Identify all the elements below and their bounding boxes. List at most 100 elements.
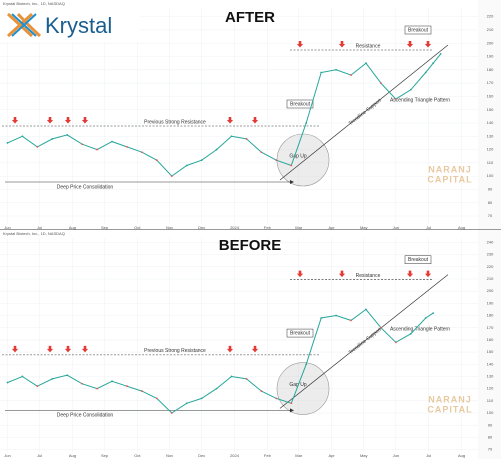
- price-point: [305, 363, 308, 366]
- price-point: [335, 68, 337, 71]
- red-arrow: [81, 117, 89, 124]
- price-point: [290, 402, 293, 405]
- brand-name: Krystal: [45, 13, 112, 38]
- y-tick-label: 220: [487, 264, 494, 269]
- y-tick-label: 100: [487, 410, 494, 415]
- x-tick-label: Feb: [264, 225, 272, 230]
- price-point: [141, 390, 143, 392]
- logo-mark: [6, 12, 42, 38]
- price-point: [432, 312, 435, 315]
- price-point: [185, 402, 188, 405]
- price-point: [126, 146, 128, 148]
- x-tick-label: Jun: [4, 453, 10, 458]
- trendline: [279, 274, 449, 409]
- y-tick-label: 170: [487, 80, 494, 85]
- price-point: [394, 341, 397, 344]
- x-tick-label: 2024: [230, 225, 240, 230]
- x-tick-label: Apr: [328, 225, 335, 230]
- x-tick-label: Oct: [134, 453, 141, 458]
- price-point: [335, 314, 337, 317]
- resistance-label: Resistance: [356, 273, 381, 279]
- previous-resistance-label: Previous Strong Resistance: [144, 348, 206, 354]
- price-point: [409, 88, 412, 91]
- axis-panel: [478, 0, 501, 229]
- y-tick-label: 100: [487, 173, 494, 178]
- pattern-label: Ascending Triangle Pattern: [390, 326, 450, 332]
- y-tick-label: 210: [487, 276, 494, 281]
- gap-circle: [276, 362, 330, 415]
- price-point: [170, 412, 173, 414]
- chart-header: Krystal Biotech, Inc., 1D, NASDAQ: [3, 1, 65, 6]
- x-tick-label: Jul: [426, 453, 431, 458]
- red-arrow: [81, 345, 89, 353]
- price-point: [320, 317, 323, 319]
- y-tick-label: 160: [487, 337, 494, 342]
- price-point: [66, 134, 69, 136]
- y-tick-label: 120: [487, 147, 494, 152]
- pattern-label: Ascending Triangle Pattern: [390, 97, 450, 103]
- price-point: [409, 332, 412, 335]
- gap-label: Gap Up: [289, 153, 306, 159]
- red-arrow: [338, 41, 346, 48]
- y-tick-label: 130: [487, 133, 494, 138]
- x-tick-label: Aug: [69, 225, 76, 230]
- breakout-label: Breakout: [290, 330, 311, 336]
- y-tick-label: 110: [487, 398, 494, 403]
- x-tick-label: May: [360, 225, 368, 230]
- price-point: [424, 317, 427, 319]
- y-tick-label: 220: [487, 14, 494, 19]
- breakout-label: Breakout: [290, 101, 311, 107]
- x-tick-label: Sep: [101, 225, 109, 230]
- y-tick-label: 150: [487, 107, 494, 112]
- chart-title: BEFORE: [219, 237, 282, 254]
- red-arrow: [296, 41, 304, 48]
- price-point: [36, 146, 39, 148]
- y-tick-label: 200: [487, 288, 494, 293]
- x-tick-label: Aug: [458, 225, 465, 230]
- y-tick-label: 90: [488, 422, 493, 427]
- red-arrow: [424, 270, 432, 278]
- x-tick-label: 2024: [230, 453, 240, 458]
- y-tick-label: 80: [488, 200, 493, 205]
- price-point: [380, 82, 382, 85]
- x-tick-label: Dec: [198, 225, 205, 230]
- x-tick-label: Nov: [166, 225, 173, 230]
- x-tick-label: Dec: [198, 453, 205, 458]
- price-point: [260, 390, 263, 392]
- brand-logo: Krystal: [0, 8, 140, 42]
- trendline: [279, 44, 449, 181]
- x-tick-label: Jul: [426, 225, 431, 230]
- price-point: [155, 397, 158, 400]
- y-tick-label: 230: [487, 252, 494, 257]
- price-point: [380, 326, 382, 329]
- chart-header: Krystal Biotech, Inc., 1D, NASDAQ: [3, 231, 65, 236]
- y-tick-label: 180: [487, 67, 494, 72]
- price-point: [394, 98, 397, 100]
- y-tick-label: 150: [487, 349, 494, 354]
- chart-title: AFTER: [225, 9, 275, 26]
- y-tick-label: 130: [487, 374, 494, 379]
- price-point: [439, 52, 442, 55]
- price-point: [155, 159, 158, 162]
- x-tick-label: Mar: [295, 225, 303, 230]
- price-point: [96, 387, 98, 390]
- red-arrow: [226, 117, 234, 124]
- x-tick-label: Jun: [393, 225, 399, 230]
- price-point: [141, 151, 143, 154]
- red-arrow: [406, 41, 414, 48]
- red-arrow: [251, 117, 259, 124]
- y-tick-label: 140: [487, 361, 494, 366]
- logo-mark: [11, 13, 37, 37]
- price-point: [21, 375, 24, 378]
- x-tick-label: Jul: [37, 225, 42, 230]
- price-point: [230, 135, 233, 138]
- price-point: [200, 159, 203, 162]
- red-arrow: [11, 117, 19, 124]
- price-point: [215, 148, 218, 151]
- y-tick-label: 160: [487, 93, 494, 98]
- breakout-box: [404, 25, 432, 35]
- red-arrow: [226, 345, 234, 353]
- price-point: [275, 159, 278, 162]
- price-point: [51, 377, 54, 380]
- red-arrow: [11, 345, 19, 353]
